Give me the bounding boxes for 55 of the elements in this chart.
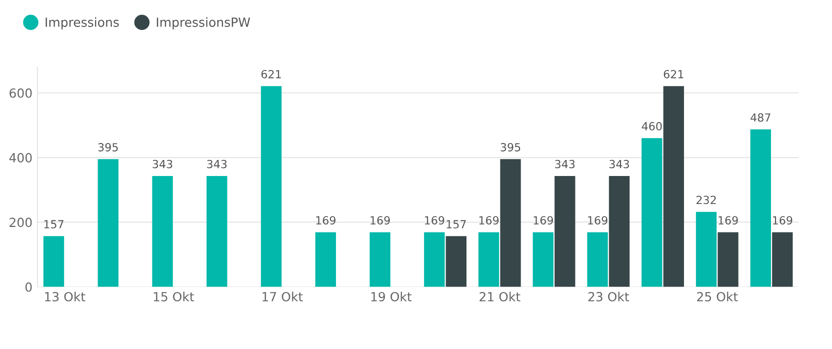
x-tick-label: 19 Okt (371, 292, 412, 302)
data-label: 169 (316, 216, 336, 225)
x-tick-label: 15 Okt (154, 292, 194, 302)
bar (718, 232, 738, 287)
bar (260, 86, 282, 287)
bar (500, 159, 521, 287)
data-label: 157 (44, 220, 64, 228)
bar (642, 138, 662, 287)
bar (43, 236, 64, 287)
legend-label: ImpressionsPW (156, 17, 250, 30)
bar (370, 232, 390, 287)
data-label: 169 (588, 216, 608, 225)
legend-label: Impressions (46, 17, 119, 30)
bar (206, 176, 228, 287)
y-tick-label: 600 (10, 88, 32, 98)
data-label: 232 (696, 196, 716, 204)
x-tick-label: 23 Okt (588, 292, 630, 302)
bar (750, 129, 771, 287)
bar (446, 236, 466, 287)
bar (315, 232, 336, 287)
data-label: 169 (370, 216, 390, 225)
data-label: 487 (750, 113, 770, 122)
data-label: 169 (479, 216, 499, 225)
data-label: 621 (664, 70, 684, 78)
bar (554, 176, 576, 287)
bar (772, 232, 793, 287)
data-label: 169 (718, 216, 738, 225)
data-label: 157 (446, 220, 466, 228)
data-label: 169 (534, 216, 553, 225)
bar (478, 232, 500, 287)
x-tick-label: 17 Okt (262, 292, 303, 302)
data-label: 395 (500, 143, 520, 152)
bar (98, 159, 118, 287)
data-label: 621 (261, 70, 281, 78)
y-tick-label: 200 (10, 218, 32, 228)
bar (424, 232, 445, 287)
data-label: 343 (555, 160, 575, 168)
data-label: 343 (610, 160, 629, 168)
x-tick-label: 25 Okt (697, 292, 738, 302)
bar (663, 86, 684, 287)
y-tick-label: 400 (9, 153, 32, 162)
bar (608, 176, 630, 287)
y-tick-label: 0 (25, 282, 32, 292)
bar (532, 232, 554, 287)
data-label: 343 (152, 160, 172, 168)
data-label: 395 (98, 143, 118, 152)
bar (152, 176, 173, 287)
data-label: 460 (642, 122, 662, 130)
bar (696, 212, 717, 287)
bar (587, 232, 608, 287)
data-label: 343 (207, 160, 227, 168)
data-label: 169 (425, 216, 444, 225)
data-label: 169 (773, 216, 792, 225)
x-tick-label: 21 Okt (480, 292, 520, 302)
x-tick-label: 13 Okt (45, 292, 86, 302)
